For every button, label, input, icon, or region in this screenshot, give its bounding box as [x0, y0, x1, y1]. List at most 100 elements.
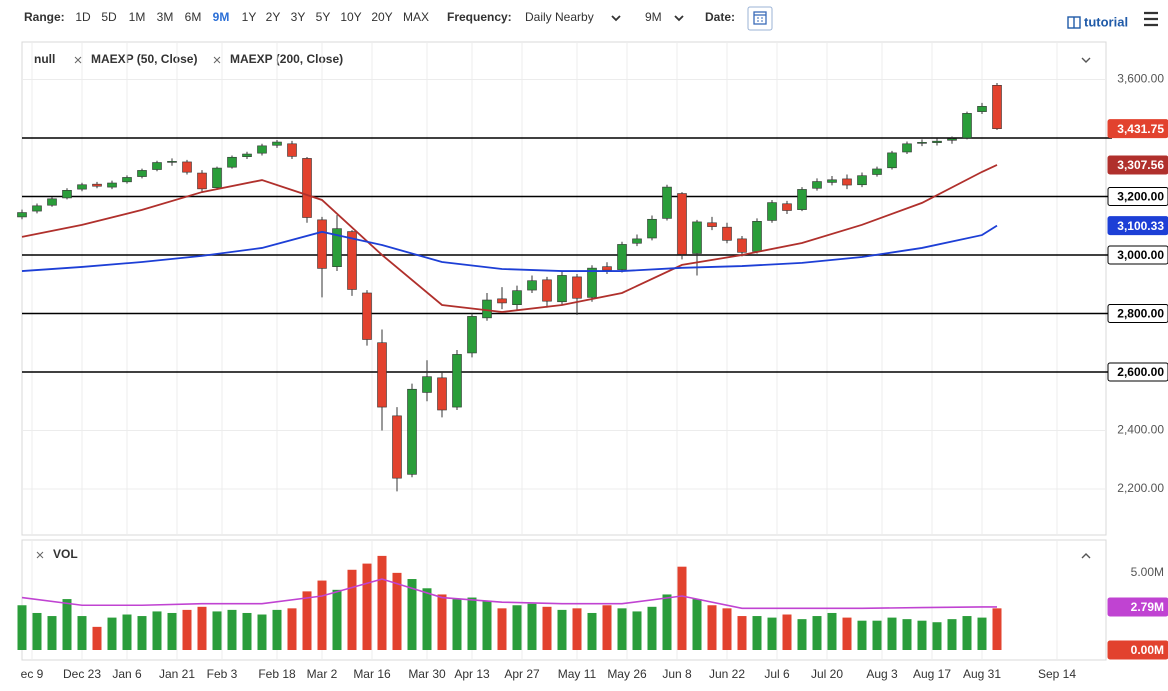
- x-tick-label: Jun 22: [709, 667, 745, 681]
- tutorial-link[interactable]: tutorial: [1067, 14, 1128, 29]
- volume-bar: [452, 599, 462, 650]
- volume-bar: [707, 605, 717, 650]
- volume-bar: [182, 609, 192, 650]
- candle-body: [227, 156, 237, 168]
- candle-body: [827, 179, 837, 183]
- candle-body: [767, 202, 777, 221]
- candle-body: [122, 177, 132, 183]
- candle-body: [902, 143, 912, 153]
- frequency-select[interactable]: Daily Nearby: [525, 10, 594, 24]
- candle-body: [737, 238, 747, 253]
- volume-bar: [692, 599, 702, 650]
- range-option[interactable]: 5Y: [316, 10, 331, 24]
- candle-body: [407, 388, 417, 475]
- candle-body: [812, 181, 822, 189]
- period-select[interactable]: 9M: [645, 10, 662, 24]
- volume-average-label-box: [1107, 597, 1168, 617]
- range-label: Range:: [24, 10, 65, 24]
- y-tick-label-box: [1107, 303, 1168, 323]
- volume-bar: [872, 620, 882, 650]
- volume-bar: [497, 608, 507, 650]
- volume-bar: [572, 608, 582, 650]
- range-option[interactable]: 6M: [185, 10, 202, 24]
- range-option[interactable]: 3M: [157, 10, 174, 24]
- volume-bar: [647, 606, 657, 650]
- remove-button[interactable]: [213, 56, 221, 64]
- candle-body: [32, 205, 42, 212]
- x-tick-label: Sep 14: [1038, 667, 1076, 681]
- volume-bar: [737, 616, 747, 650]
- candle-body: [47, 198, 57, 206]
- volume-bar: [962, 616, 972, 650]
- candle-body: [137, 170, 147, 177]
- range-option[interactable]: 2Y: [266, 10, 281, 24]
- volume-bar: [257, 614, 267, 650]
- x-tick-label: Aug 31: [963, 667, 1001, 681]
- candle-body: [152, 162, 162, 170]
- volume-bar: [782, 614, 792, 650]
- dropdown-chevron[interactable]: [674, 15, 684, 22]
- candle-body: [167, 161, 177, 163]
- volume-bar: [947, 619, 957, 650]
- y-tick-label-box: [1107, 245, 1168, 265]
- x-tick-label: Mar 16: [353, 667, 391, 681]
- volume-panel: [21, 539, 1107, 661]
- range-option[interactable]: 10Y: [340, 10, 361, 24]
- range-option[interactable]: 9M: [213, 10, 230, 24]
- menu-button[interactable]: [1144, 11, 1158, 27]
- remove-button[interactable]: [36, 551, 44, 559]
- range-option[interactable]: MAX: [403, 10, 429, 24]
- volume-bar: [77, 616, 87, 650]
- collapse-chevron[interactable]: [1081, 57, 1091, 63]
- y-tick-label: 2,400.00: [1117, 423, 1164, 437]
- candle-body: [17, 212, 27, 218]
- candle-body: [377, 342, 387, 408]
- calendar-button[interactable]: [747, 6, 773, 31]
- volume-bar: [932, 622, 942, 650]
- legend-entry: null: [34, 52, 55, 66]
- candle-body: [452, 354, 462, 408]
- dropdown-chevron[interactable]: [611, 15, 621, 22]
- current-volume-label: 0.00M: [1131, 643, 1164, 657]
- collapse-chevron[interactable]: [1081, 553, 1091, 559]
- volume-bar: [677, 566, 687, 650]
- remove-button[interactable]: [74, 56, 82, 64]
- date-label: Date:: [705, 10, 735, 24]
- candle-body: [962, 113, 972, 139]
- y-tick-label-box: [1107, 362, 1168, 382]
- candle-body: [62, 190, 72, 199]
- range-option[interactable]: 1M: [129, 10, 146, 24]
- volume-bar: [437, 594, 447, 650]
- y-tick-label: 2,200.00: [1117, 481, 1164, 495]
- moving-average-line: [21, 164, 998, 313]
- candle-body: [467, 316, 477, 354]
- volume-bar: [812, 616, 822, 650]
- volume-average-label: 2.79M: [1131, 600, 1164, 614]
- candle-body: [482, 299, 492, 319]
- range-option[interactable]: 1D: [75, 10, 91, 24]
- candle-body: [662, 186, 672, 219]
- volume-bar: [662, 594, 672, 650]
- tutorial-text[interactable]: tutorial: [1084, 14, 1128, 29]
- range-option[interactable]: 3Y: [291, 10, 306, 24]
- candle-body: [497, 298, 507, 304]
- candle-body: [212, 167, 222, 188]
- x-tick-label: Mar 30: [408, 667, 446, 681]
- volume-bar: [917, 620, 927, 650]
- volume-bar: [827, 612, 837, 650]
- range-option[interactable]: 5D: [101, 10, 117, 24]
- candle-body: [572, 276, 582, 299]
- range-option[interactable]: 20Y: [371, 10, 392, 24]
- x-tick-label: May 26: [607, 667, 647, 681]
- volume-title: VOL: [53, 547, 78, 561]
- volume-bar: [797, 619, 807, 650]
- range-option[interactable]: 1Y: [242, 10, 257, 24]
- volume-bar: [857, 620, 867, 650]
- candle-body: [587, 267, 597, 298]
- volume-bar: [362, 563, 372, 650]
- candle-body: [602, 266, 612, 271]
- volume-bar: [512, 605, 522, 650]
- candle-body: [272, 141, 282, 146]
- ma-value-label-box: [1107, 155, 1168, 175]
